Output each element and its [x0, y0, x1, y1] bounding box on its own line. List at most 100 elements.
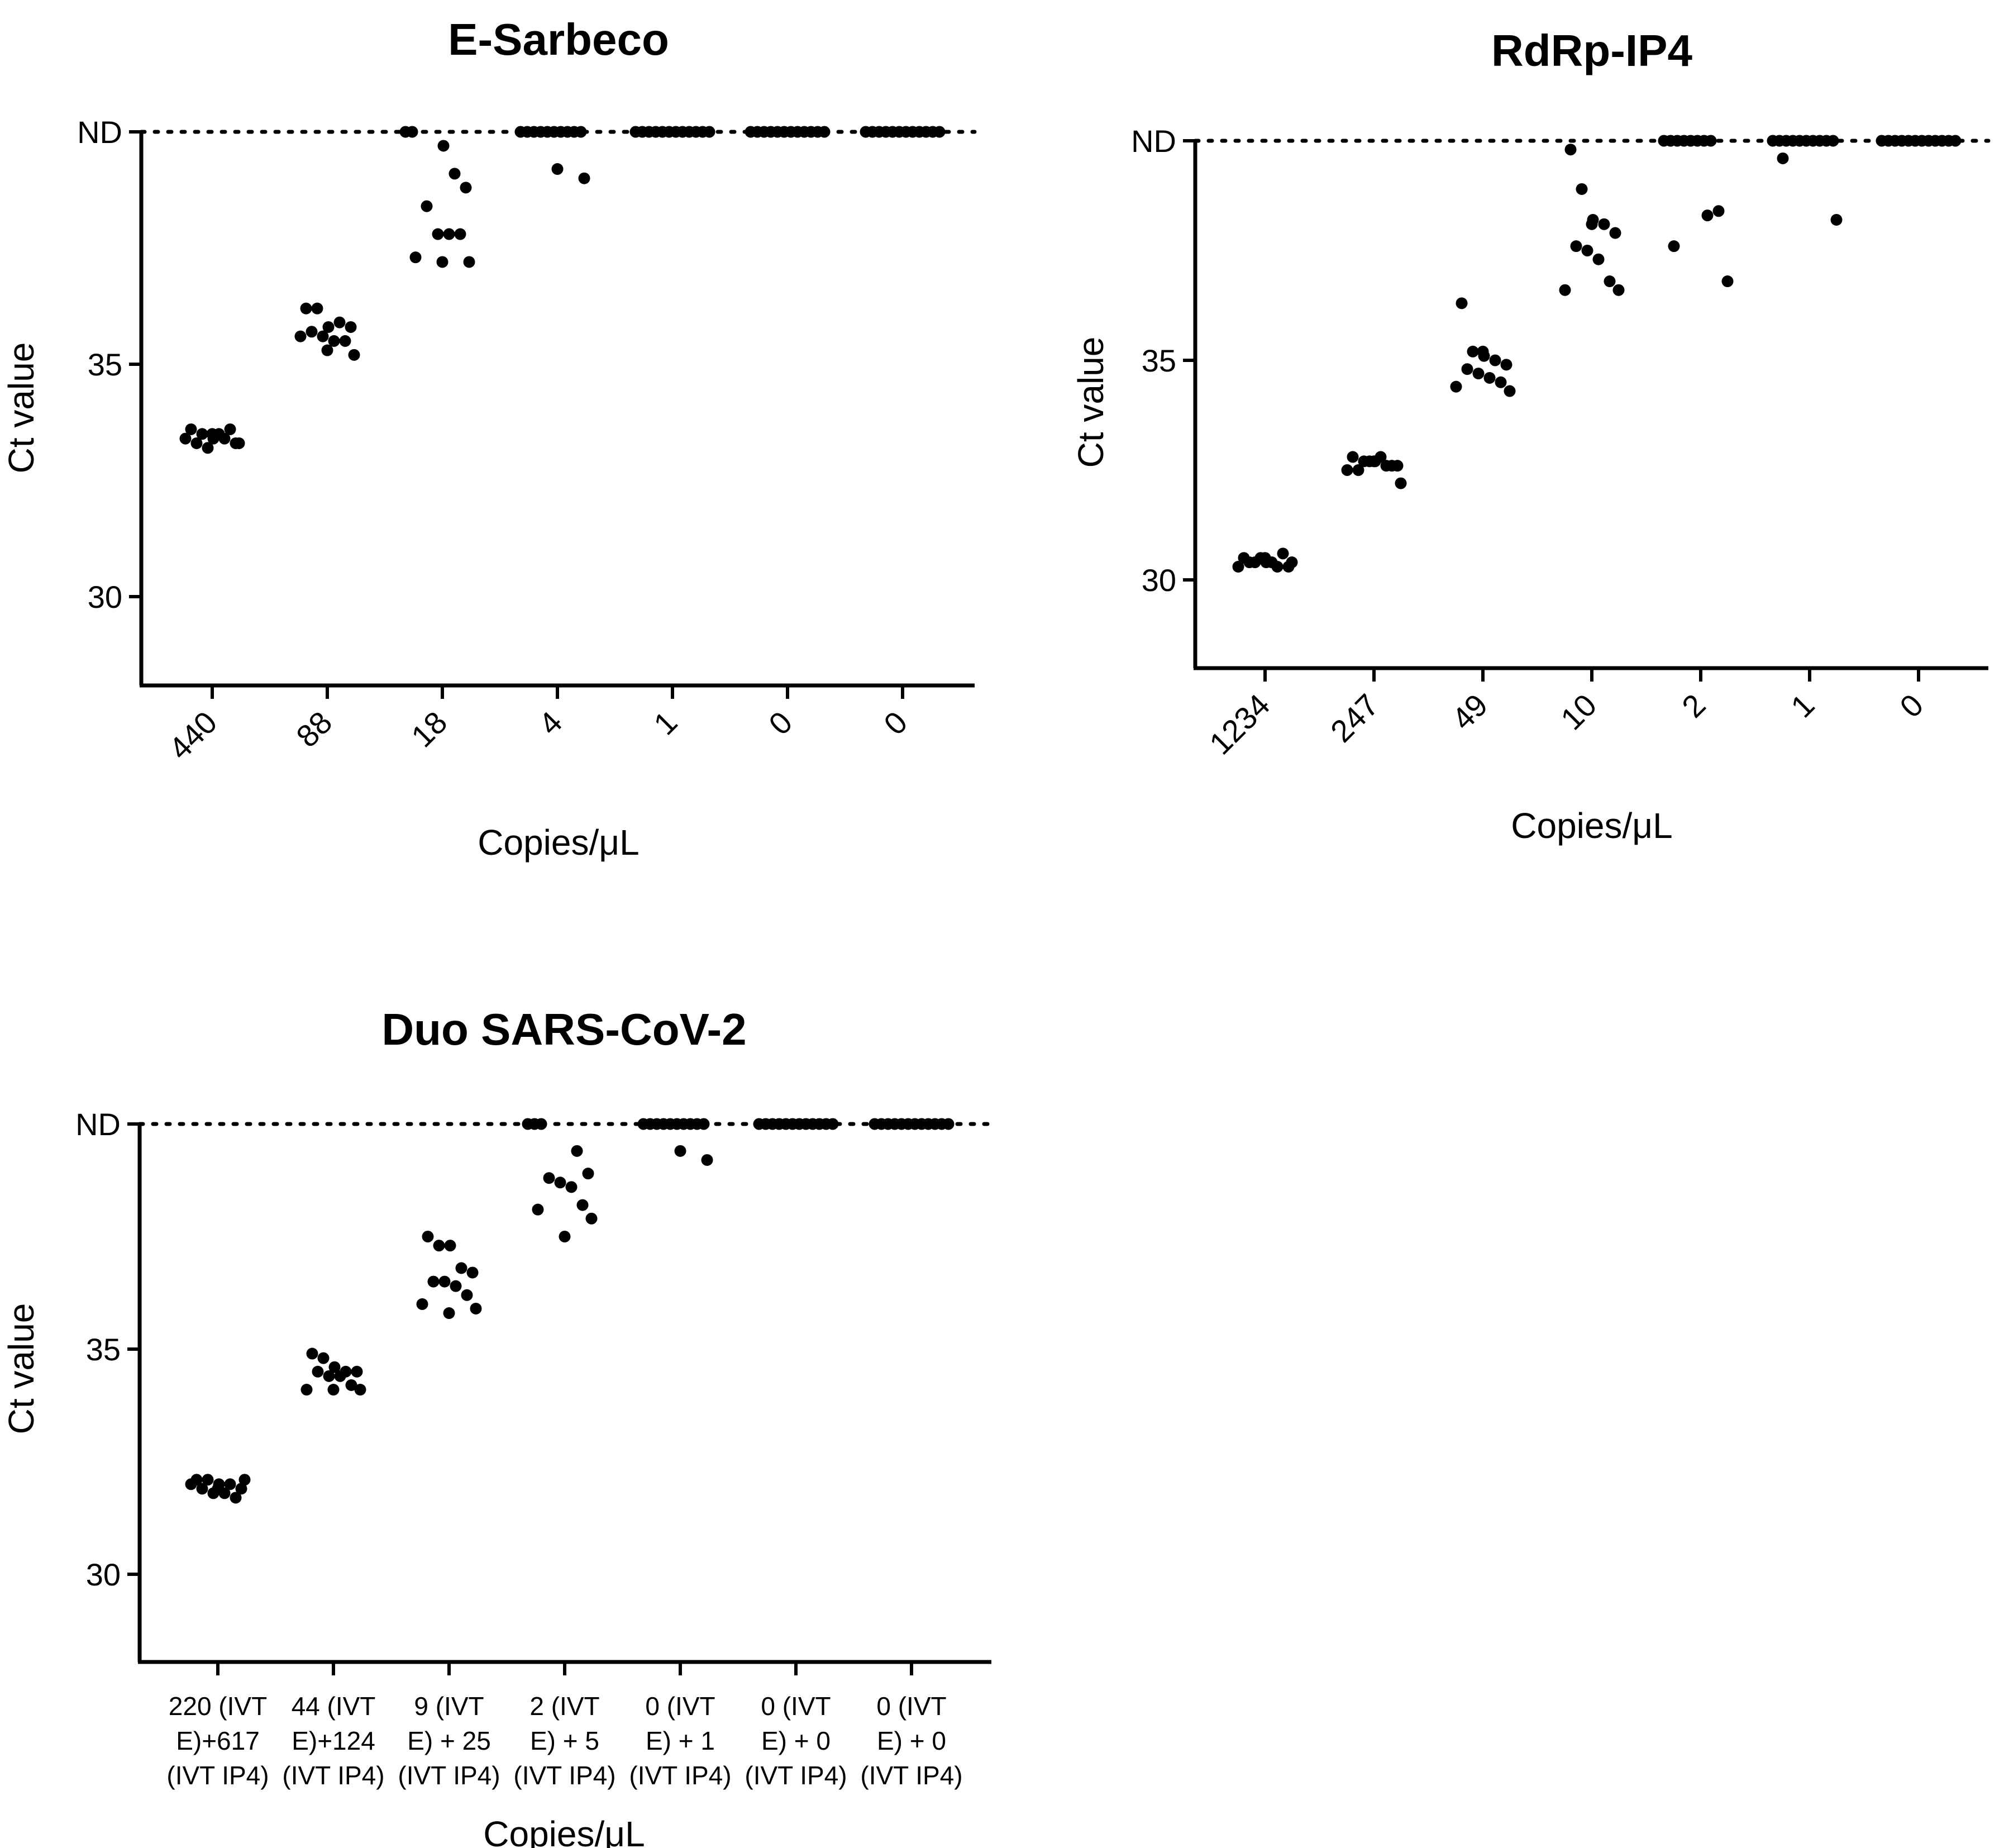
data-point — [575, 126, 587, 138]
data-point — [1721, 275, 1734, 288]
data-point — [1604, 275, 1616, 288]
data-point — [206, 428, 218, 440]
data-point — [422, 1231, 434, 1242]
data-point — [306, 1347, 318, 1360]
data-point — [1467, 345, 1479, 358]
data-point — [334, 1370, 346, 1382]
data-point — [448, 168, 461, 180]
chart-title: RdRp-IP4 — [1491, 26, 1693, 75]
data-point — [323, 1370, 335, 1382]
data-point — [1456, 297, 1468, 309]
data-point — [1777, 152, 1789, 164]
data-point — [202, 442, 214, 454]
data-point — [354, 1384, 366, 1396]
data-point — [202, 1474, 214, 1486]
y-tick-label: 35 — [1142, 343, 1176, 378]
data-point — [674, 1145, 686, 1157]
x-tick-label: 9 (IVT E) + 25 (IVT IP4) — [398, 1692, 500, 1790]
data-point — [406, 126, 418, 138]
data-point — [1450, 380, 1462, 393]
chart-title: Duo SARS-CoV-2 — [381, 1004, 746, 1054]
data-point — [1827, 135, 1839, 147]
data-point — [578, 172, 590, 184]
data-point — [1586, 218, 1598, 230]
data-point — [1232, 560, 1244, 573]
data-point — [818, 126, 831, 138]
x-tick-label: 440 — [162, 704, 224, 766]
data-point — [559, 1231, 571, 1242]
data-point — [235, 1483, 247, 1495]
data-point — [576, 1199, 589, 1211]
chart-panel-1: RdRp-IP4 ND 30 35 Ct value Copies/μL 1234 247 49… — [1071, 26, 1991, 846]
data-point — [233, 437, 245, 449]
nd-label: ND — [1131, 123, 1176, 159]
data-point — [436, 256, 448, 268]
data-point — [437, 140, 450, 152]
data-point — [1286, 556, 1298, 569]
x-tick-label: 220 (IVT E)+617 (IVT IP4) — [166, 1692, 269, 1790]
data-point — [427, 1275, 440, 1288]
data-point — [461, 1289, 473, 1301]
data-point — [433, 1240, 445, 1252]
data-point — [1259, 552, 1271, 564]
data-point — [409, 251, 422, 264]
data-point — [1341, 464, 1353, 476]
data-point — [466, 1266, 479, 1279]
data-point — [190, 437, 203, 449]
x-tick-label: 0 (IVT E) + 0 (IVT IP4) — [860, 1692, 962, 1790]
data-point — [703, 126, 715, 138]
x-tick-label: 247 — [1324, 687, 1386, 749]
y-tick-label: 35 — [86, 1332, 121, 1367]
data-point — [443, 1307, 455, 1320]
x-tick-label: 0 (IVT E) + 0 (IVT IP4) — [745, 1692, 847, 1790]
data-point — [1477, 345, 1489, 358]
x-tick-label: 1 — [1784, 687, 1821, 725]
data-point — [345, 1379, 357, 1391]
data-point — [1592, 253, 1605, 265]
data-point — [698, 1118, 710, 1130]
data-point — [1609, 227, 1621, 239]
data-point — [1483, 371, 1496, 384]
data-point — [322, 321, 335, 333]
x-tick-label: 2 (IVT E) + 5 (IVT IP4) — [513, 1692, 615, 1790]
data-point — [317, 1352, 330, 1364]
data-point — [460, 182, 472, 194]
data-point — [585, 1212, 598, 1225]
data-point — [300, 1384, 313, 1396]
x-tick-label: 10 — [1554, 687, 1604, 737]
data-point — [444, 1240, 456, 1252]
data-point — [328, 335, 340, 347]
data-point — [294, 330, 307, 342]
data-point — [532, 1203, 544, 1216]
data-point — [1352, 464, 1364, 476]
x-tick-label: 4 — [532, 704, 569, 742]
chart-title: E-Sarbeco — [448, 15, 669, 64]
data-point — [333, 316, 346, 328]
y-tick-label: 35 — [88, 347, 122, 382]
data-point — [1495, 376, 1507, 388]
data-point — [1612, 284, 1625, 296]
x-tick-label: 18 — [404, 704, 454, 754]
data-point — [1472, 368, 1485, 380]
data-point — [421, 200, 433, 212]
nd-label: ND — [77, 115, 122, 150]
x-tick-label: 1 — [647, 704, 684, 742]
data-point — [454, 228, 466, 240]
data-point — [1581, 245, 1593, 256]
nd-label: ND — [75, 1107, 121, 1142]
y-axis-label: Ct value — [1, 1303, 41, 1435]
data-point — [554, 1177, 566, 1189]
data-point — [224, 1478, 236, 1490]
data-point — [1489, 354, 1501, 366]
data-point — [565, 1181, 578, 1193]
data-point — [345, 321, 357, 333]
x-tick-label: 0 — [1893, 687, 1930, 725]
y-tick-label: 30 — [1142, 563, 1176, 598]
x-tick-label: 49 — [1445, 687, 1495, 737]
x-tick-label: 2 — [1675, 687, 1712, 725]
data-point — [1504, 385, 1516, 397]
data-point — [1243, 556, 1256, 569]
data-point — [1668, 240, 1680, 253]
y-tick-label: 30 — [88, 579, 122, 615]
data-point — [463, 256, 475, 268]
